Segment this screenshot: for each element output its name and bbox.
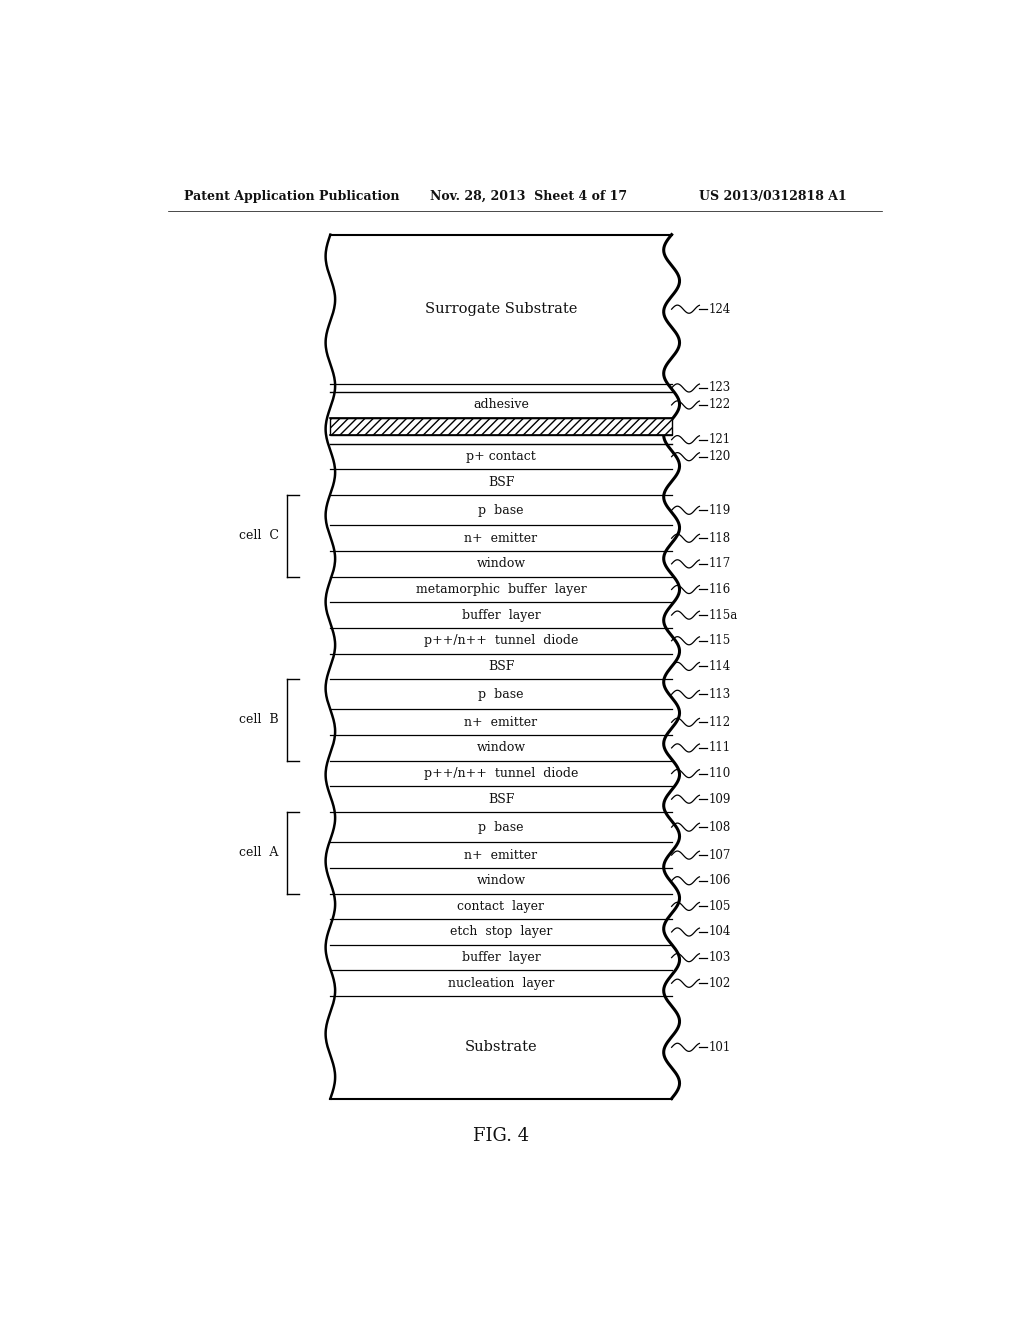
- Text: p+ contact: p+ contact: [466, 450, 536, 463]
- Text: metamorphic  buffer  layer: metamorphic buffer layer: [416, 583, 587, 595]
- Text: BSF: BSF: [487, 475, 514, 488]
- Text: window: window: [476, 874, 525, 887]
- Text: 109: 109: [709, 793, 731, 805]
- Text: contact  layer: contact layer: [458, 900, 545, 913]
- Text: Nov. 28, 2013  Sheet 4 of 17: Nov. 28, 2013 Sheet 4 of 17: [430, 190, 627, 202]
- Text: 122: 122: [709, 399, 731, 412]
- Text: 105: 105: [709, 900, 731, 913]
- Text: 124: 124: [709, 302, 731, 315]
- Text: US 2013/0312818 A1: US 2013/0312818 A1: [699, 190, 847, 202]
- Text: 107: 107: [709, 849, 731, 862]
- Text: 108: 108: [709, 821, 731, 834]
- Text: cell  A: cell A: [240, 846, 279, 859]
- Text: window: window: [476, 742, 525, 755]
- Text: 115a: 115a: [709, 609, 738, 622]
- Bar: [331, 417, 672, 436]
- Text: 110: 110: [709, 767, 731, 780]
- Text: 106: 106: [709, 874, 731, 887]
- Text: BSF: BSF: [487, 660, 514, 673]
- Text: cell  C: cell C: [239, 529, 279, 543]
- Text: 116: 116: [709, 583, 731, 595]
- Text: n+  emitter: n+ emitter: [465, 849, 538, 862]
- Text: buffer  layer: buffer layer: [462, 952, 541, 964]
- Bar: [331, 417, 672, 436]
- Text: nucleation  layer: nucleation layer: [447, 977, 554, 990]
- Text: 101: 101: [709, 1040, 731, 1053]
- Text: n+  emitter: n+ emitter: [465, 715, 538, 729]
- Text: 115: 115: [709, 634, 731, 647]
- Text: 103: 103: [709, 952, 731, 964]
- Text: 117: 117: [709, 557, 731, 570]
- Text: BSF: BSF: [487, 793, 514, 805]
- Text: adhesive: adhesive: [473, 399, 529, 412]
- Text: 102: 102: [709, 977, 731, 990]
- Text: 119: 119: [709, 504, 731, 516]
- Text: p++/n++  tunnel  diode: p++/n++ tunnel diode: [424, 767, 579, 780]
- Text: p  base: p base: [478, 688, 523, 701]
- Text: cell  B: cell B: [240, 713, 279, 726]
- Text: 118: 118: [709, 532, 731, 545]
- Text: etch  stop  layer: etch stop layer: [450, 925, 552, 939]
- Text: 111: 111: [709, 742, 731, 755]
- Text: 104: 104: [709, 925, 731, 939]
- Text: Patent Application Publication: Patent Application Publication: [183, 190, 399, 202]
- Text: FIG. 4: FIG. 4: [473, 1127, 529, 1146]
- Text: Substrate: Substrate: [465, 1040, 538, 1055]
- Text: 112: 112: [709, 715, 731, 729]
- Text: 113: 113: [709, 688, 731, 701]
- Text: 121: 121: [709, 433, 731, 446]
- Text: 123: 123: [709, 381, 731, 395]
- Text: buffer  layer: buffer layer: [462, 609, 541, 622]
- Text: n+  emitter: n+ emitter: [465, 532, 538, 545]
- Text: Surrogate Substrate: Surrogate Substrate: [425, 302, 578, 317]
- Text: p  base: p base: [478, 504, 523, 516]
- Text: window: window: [476, 557, 525, 570]
- Text: 120: 120: [709, 450, 731, 463]
- Text: p  base: p base: [478, 821, 523, 834]
- Text: 114: 114: [709, 660, 731, 673]
- Text: p++/n++  tunnel  diode: p++/n++ tunnel diode: [424, 634, 579, 647]
